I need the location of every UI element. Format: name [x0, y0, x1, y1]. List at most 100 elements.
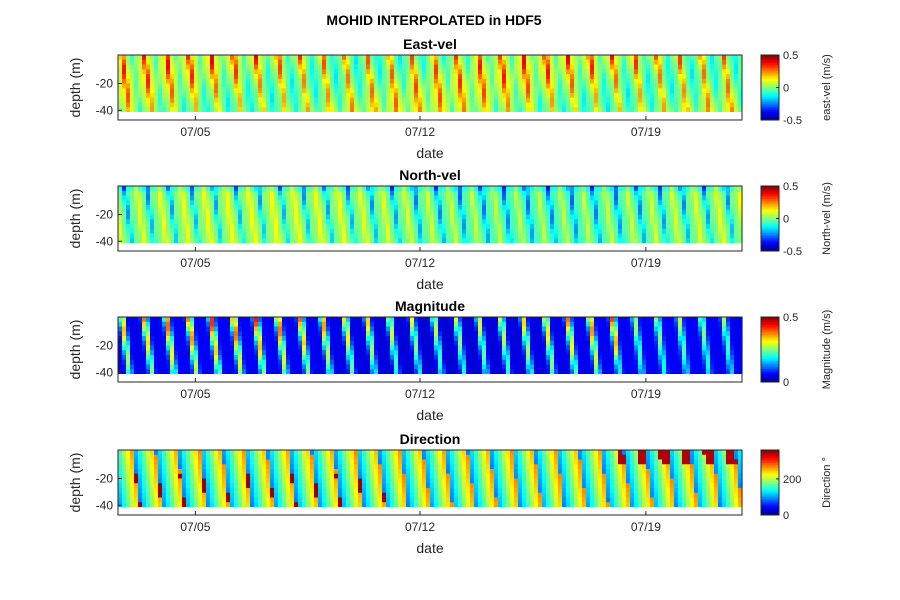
heatmap-cell: [414, 195, 419, 201]
heatmap-cell: [414, 107, 419, 113]
heatmap-cell: [554, 224, 559, 230]
heatmap-cell: [118, 331, 123, 337]
heatmap-cell: [698, 190, 703, 197]
heatmap-cell: [238, 69, 243, 75]
heatmap-cell: [262, 224, 267, 230]
heatmap-cell: [154, 83, 159, 89]
heatmap-cell: [242, 205, 247, 211]
heatmap-cell: [738, 97, 743, 104]
heatmap-cell: [518, 228, 523, 235]
heatmap-cell: [210, 209, 215, 216]
heatmap-cell: [290, 228, 295, 235]
heatmap-cell: [262, 228, 267, 235]
heatmap-cell: [546, 97, 551, 104]
heatmap-cell: [398, 228, 403, 235]
heatmap-cell: [458, 214, 463, 220]
heatmap-cell: [150, 59, 155, 66]
heatmap-cell: [346, 224, 351, 230]
heatmap-cell: [686, 186, 691, 192]
heatmap-cell: [390, 186, 395, 192]
heatmap-cell: [422, 224, 427, 230]
heatmap-cell: [238, 228, 243, 235]
heatmap-cell: [686, 233, 691, 239]
heatmap-cell: [482, 238, 487, 244]
heatmap-cell: [338, 326, 343, 332]
heatmap-cell: [626, 69, 631, 75]
heatmap-cell: [282, 345, 287, 351]
heatmap-cell: [554, 200, 559, 206]
heatmap-cell: [138, 340, 143, 347]
heatmap-cell: [270, 186, 275, 192]
heatmap-cell: [518, 219, 523, 225]
heatmap-cell: [446, 74, 451, 80]
heatmap-cell: [230, 205, 235, 211]
heatmap-cell: [450, 205, 455, 211]
heatmap-cell: [226, 340, 231, 347]
colorbar-swatch: [761, 212, 779, 215]
heatmap-cell: [134, 64, 139, 70]
heatmap-cell: [494, 219, 499, 225]
heatmap-cell: [646, 74, 651, 80]
heatmap-cell: [378, 59, 383, 66]
heatmap-cell: [194, 74, 199, 80]
heatmap-cell: [470, 55, 475, 61]
heatmap-cell: [422, 88, 427, 94]
heatmap-cell: [310, 355, 315, 361]
heatmap-cell: [550, 69, 555, 75]
heatmap-cell: [130, 97, 135, 104]
heatmap-cell: [574, 219, 579, 225]
heatmap-cell: [710, 219, 715, 225]
heatmap-cell: [706, 102, 711, 108]
heatmap-cell: [358, 359, 363, 366]
heatmap-cell: [158, 219, 163, 225]
heatmap-cell: [166, 209, 171, 216]
heatmap-cell: [126, 200, 131, 206]
heatmap-cell: [342, 107, 347, 113]
heatmap-cell: [334, 331, 339, 337]
heatmap-cell: [322, 317, 327, 323]
heatmap-cell: [142, 59, 147, 66]
heatmap-cell: [266, 83, 271, 89]
heatmap-cell: [266, 69, 271, 75]
heatmap-cell: [618, 69, 623, 75]
heatmap-cell: [382, 317, 387, 323]
heatmap-cell: [206, 224, 211, 230]
heatmap-cell: [350, 228, 355, 235]
colorbar-tick-label: 0.5: [783, 181, 798, 193]
heatmap-cell: [166, 228, 171, 235]
heatmap-cell: [314, 321, 319, 328]
heatmap-cell: [406, 59, 411, 66]
heatmap-cell: [394, 83, 399, 89]
heatmap-cell: [370, 55, 375, 61]
heatmap-cell: [250, 350, 255, 356]
heatmap-cell: [518, 74, 523, 80]
heatmap-cell: [290, 233, 295, 239]
heatmap-cell: [398, 355, 403, 361]
heatmap-cell: [406, 233, 411, 239]
heatmap-cell: [226, 350, 231, 356]
heatmap-cell: [546, 69, 551, 75]
heatmap-cell: [246, 238, 251, 244]
heatmap-cell: [602, 190, 607, 197]
colorbar-swatch: [761, 216, 779, 220]
heatmap-cell: [726, 93, 731, 99]
heatmap-cell: [442, 107, 447, 113]
heatmap-cell: [730, 64, 735, 70]
heatmap-cell: [430, 74, 435, 80]
heatmap-cell: [314, 317, 319, 323]
heatmap-cell: [482, 83, 487, 89]
heatmap-cell: [214, 59, 219, 66]
heatmap-cell: [186, 69, 191, 75]
heatmap-cell: [342, 93, 347, 99]
heatmap-cell: [394, 209, 399, 216]
heatmap-cell: [306, 326, 311, 332]
heatmap-cell: [218, 369, 223, 375]
heatmap-cell: [638, 93, 643, 99]
heatmap-cell: [510, 238, 515, 244]
heatmap-cell: [170, 64, 175, 70]
heatmap-cell: [330, 336, 335, 342]
heatmap-cell: [122, 205, 127, 211]
heatmap-cell: [158, 209, 163, 216]
heatmap-cell: [614, 238, 619, 244]
heatmap-cell: [718, 64, 723, 70]
